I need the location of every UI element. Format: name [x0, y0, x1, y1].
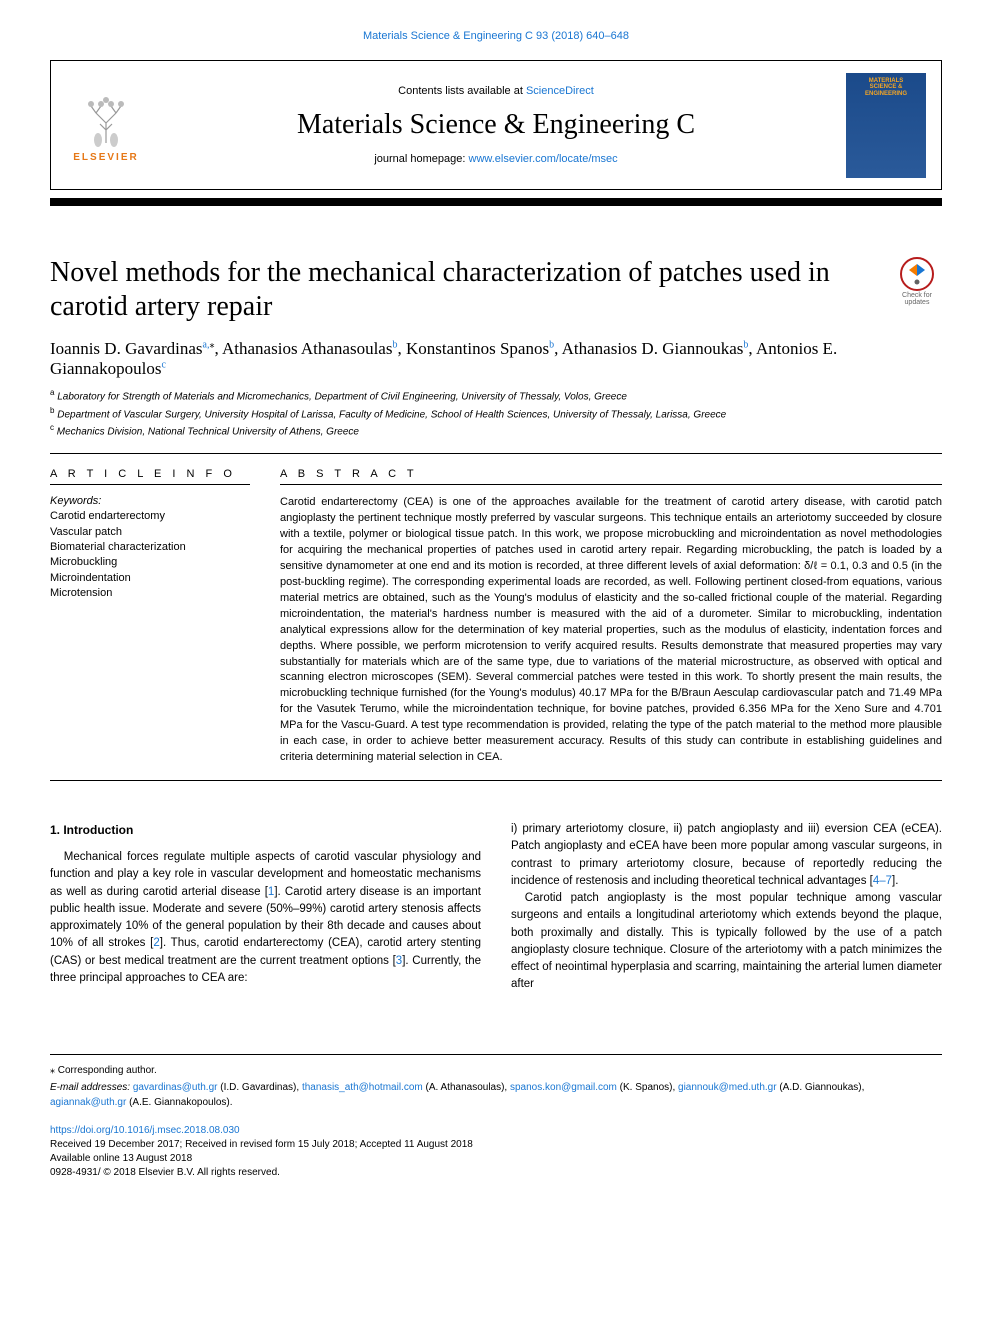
keyword-item: Microbuckling [50, 555, 250, 570]
body-col-left: 1. Introduction Mechanical forces regula… [50, 821, 481, 994]
abstract-rule [280, 484, 942, 485]
author-4: , Athanasios D. Giannoukas [554, 339, 743, 358]
homepage-prefix: journal homepage: [374, 153, 468, 165]
cover-text-2: SCIENCE & [870, 84, 903, 91]
affiliation-b-text: Department of Vascular Surgery, Universi… [57, 409, 726, 420]
rule-1 [50, 453, 942, 454]
ref-link[interactable]: 3 [396, 955, 402, 967]
keyword-item: Microindentation [50, 571, 250, 586]
email-link[interactable]: giannouk@med.uth.gr [678, 1082, 777, 1093]
sciencedirect-link[interactable]: ScienceDirect [526, 85, 594, 97]
header-center: Contents lists available at ScienceDirec… [161, 61, 831, 189]
cover-text-3: ENGINEERING [865, 91, 907, 98]
author-3: , Konstantinos Spanos [397, 339, 549, 358]
rule-2 [50, 780, 942, 781]
affiliation-c: c Mechanics Division, National Technical… [50, 422, 942, 439]
elsevier-tree-icon [76, 88, 136, 148]
email-name: (K. Spanos), [617, 1082, 678, 1093]
article-info-head: A R T I C L E I N F O [50, 468, 250, 480]
cover-thumb: MATERIALS SCIENCE & ENGINEERING [846, 73, 926, 178]
email-link[interactable]: spanos.kon@gmail.com [510, 1082, 617, 1093]
email-name: (I.D. Gavardinas), [217, 1082, 301, 1093]
author-1: Ioannis D. Gavardinas [50, 339, 203, 358]
contents-line: Contents lists available at ScienceDirec… [398, 85, 594, 97]
body-para: Carotid patch angioplasty is the most po… [511, 890, 942, 994]
doi-link[interactable]: https://doi.org/10.1016/j.msec.2018.08.0… [50, 1125, 240, 1136]
email-name: (A.D. Giannoukas), [777, 1082, 865, 1093]
body-col-right: i) primary arteriotomy closure, ii) patc… [511, 821, 942, 994]
journal-name: Materials Science & Engineering C [297, 109, 695, 141]
email-name: (A. Athanasoulas), [423, 1082, 510, 1093]
doi-block: https://doi.org/10.1016/j.msec.2018.08.0… [50, 1124, 942, 1180]
intro-heading: 1. Introduction [50, 821, 481, 839]
article-title: Novel methods for the mechanical charact… [50, 256, 872, 323]
running-head-link[interactable]: Materials Science & Engineering C 93 (20… [363, 30, 629, 42]
header-rule [50, 198, 942, 206]
abstract-head: A B S T R A C T [280, 468, 942, 480]
email-link[interactable]: agiannak@uth.gr [50, 1097, 126, 1108]
keyword-item: Vascular patch [50, 525, 250, 540]
author-list: Ioannis D. Gavardinasa,⁎, Athanasios Ath… [50, 339, 942, 379]
corresponding-note: ⁎ Corresponding author. [50, 1063, 942, 1078]
keywords-list: Carotid endarterectomy Vascular patch Bi… [50, 509, 250, 601]
email-line: E-mail addresses: gavardinas@uth.gr (I.D… [50, 1080, 942, 1110]
abstract-text: Carotid endarterectomy (CEA) is one of t… [280, 495, 942, 766]
author-5-affil: c [161, 360, 165, 371]
article-info-col: A R T I C L E I N F O Keywords: Carotid … [50, 468, 250, 766]
cover-text-1: MATERIALS [869, 78, 904, 85]
ref-link[interactable]: 1 [268, 886, 274, 898]
check-updates-label: Check for updates [892, 292, 942, 306]
affiliation-a: a Laboratory for Strength of Materials a… [50, 387, 942, 404]
keyword-item: Microtension [50, 586, 250, 601]
homepage-link[interactable]: www.elsevier.com/locate/msec [469, 153, 618, 165]
email-name: (A.E. Giannakopoulos). [126, 1097, 232, 1108]
email-label: E-mail addresses: [50, 1082, 133, 1093]
intro-para: Mechanical forces regulate multiple aspe… [50, 849, 481, 987]
ref-link[interactable]: 2 [153, 937, 159, 949]
keyword-item: Biomaterial characterization [50, 540, 250, 555]
affiliation-a-text: Laboratory for Strength of Materials and… [57, 392, 627, 403]
received-line: Received 19 December 2017; Received in r… [50, 1138, 942, 1152]
affiliation-b: b Department of Vascular Surgery, Univer… [50, 405, 942, 422]
email-link[interactable]: thanasis_ath@hotmail.com [302, 1082, 423, 1093]
journal-cover: MATERIALS SCIENCE & ENGINEERING [831, 61, 941, 189]
affiliation-c-text: Mechanics Division, National Technical U… [57, 426, 359, 437]
journal-header: ELSEVIER Contents lists available at Sci… [50, 60, 942, 190]
email-link[interactable]: gavardinas@uth.gr [133, 1082, 218, 1093]
check-updates-badge[interactable]: Check for updates [892, 256, 942, 306]
running-head: Materials Science & Engineering C 93 (20… [50, 30, 942, 42]
keyword-item: Carotid endarterectomy [50, 509, 250, 524]
keywords-label: Keywords: [50, 495, 250, 507]
footnotes: ⁎ Corresponding author. E-mail addresses… [50, 1054, 942, 1110]
info-abstract-row: A R T I C L E I N F O Keywords: Carotid … [50, 468, 942, 766]
info-rule [50, 484, 250, 485]
body-para: i) primary arteriotomy closure, ii) patc… [511, 821, 942, 890]
contents-prefix: Contents lists available at [398, 85, 526, 97]
title-row: Novel methods for the mechanical charact… [50, 256, 942, 339]
ref-link[interactable]: 4–7 [873, 875, 892, 887]
body-columns: 1. Introduction Mechanical forces regula… [50, 821, 942, 994]
copyright-line: 0928-4931/ © 2018 Elsevier B.V. All righ… [50, 1166, 942, 1180]
publisher-logo: ELSEVIER [51, 61, 161, 189]
elsevier-wordmark: ELSEVIER [73, 152, 138, 163]
abstract-col: A B S T R A C T Carotid endarterectomy (… [280, 468, 942, 766]
available-line: Available online 13 August 2018 [50, 1152, 942, 1166]
homepage-line: journal homepage: www.elsevier.com/locat… [374, 153, 617, 165]
affiliations: a Laboratory for Strength of Materials a… [50, 387, 942, 439]
author-2: , Athanasios Athanasoulas [214, 339, 392, 358]
